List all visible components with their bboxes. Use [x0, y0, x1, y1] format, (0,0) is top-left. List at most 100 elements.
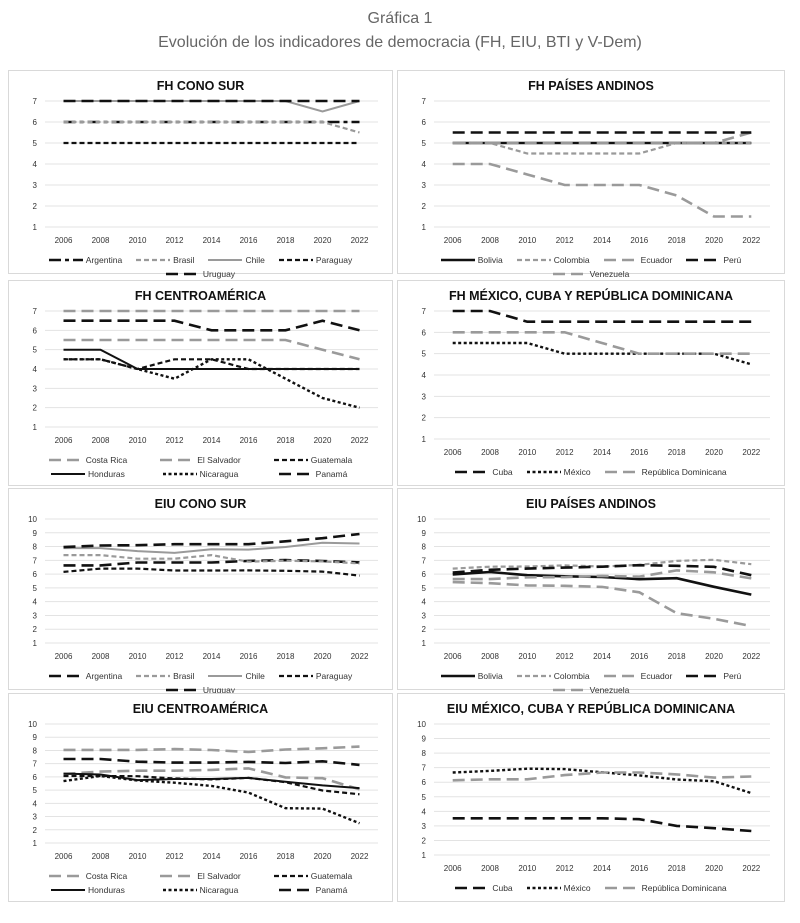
legend-swatch: [603, 258, 638, 262]
y-tick-label: 4: [33, 365, 38, 374]
legend-label: Chile: [245, 671, 265, 681]
legend-item: Colombia: [516, 255, 590, 265]
x-tick-label: 2016: [240, 236, 258, 245]
y-tick-label: 1: [33, 839, 38, 848]
legend-swatch: [160, 874, 195, 878]
x-tick-label: 2016: [240, 852, 258, 861]
legend-label: Venezuela: [589, 269, 630, 279]
legend-swatch: [604, 470, 639, 474]
chart-legend: Costa Rica El Salvador Guatemala Honduras Ni…: [19, 455, 382, 479]
chart-plot: 1 2 3 4 5 6 7 8 9 10 2006 2008 2010 2012 2014 2016 2018 2…: [28, 720, 378, 861]
legend-swatch: [162, 472, 197, 476]
x-tick-label: 2018: [668, 236, 686, 245]
x-tick-label: 2006: [55, 652, 73, 661]
y-tick-label: 3: [33, 611, 38, 620]
x-tick-label: 2008: [481, 652, 499, 661]
legend-swatch: [48, 874, 83, 878]
x-tick-label: 2018: [277, 236, 295, 245]
y-tick-label: 6: [33, 118, 38, 127]
x-tick-label: 2014: [203, 436, 221, 445]
legend-swatch: [273, 458, 308, 462]
y-tick-label: 2: [422, 414, 427, 423]
legend-item: Argentina: [48, 671, 122, 681]
legend-label: Venezuela: [589, 685, 630, 695]
x-tick-label: 2010: [518, 236, 536, 245]
x-tick-label: 2020: [314, 436, 332, 445]
x-tick-label: 2012: [166, 852, 184, 861]
legend-label: Colombia: [553, 671, 590, 681]
legend-swatch: [278, 674, 313, 678]
x-tick-label: 2008: [481, 864, 499, 873]
y-tick-label: 9: [33, 733, 38, 742]
legend-item: Cuba: [455, 467, 513, 477]
series-line-méxico: [452, 341, 752, 366]
x-tick-label: 2008: [92, 436, 110, 445]
y-tick-label: 5: [422, 584, 427, 593]
series-line-colombia: [452, 558, 752, 570]
x-tick-label: 2012: [556, 448, 574, 457]
y-tick-label: 5: [33, 786, 38, 795]
legend-label: Panamá: [315, 469, 348, 479]
y-tick-label: 4: [33, 160, 38, 169]
chart-panel: FH PAÍSES ANDINOS 1 2 3 4 5 6 7 2006 2008 2010 2012…: [397, 70, 785, 279]
series-line-el-salvador: [63, 767, 360, 791]
chart-legend: Bolivia Colombia Ecuador Perú Venezuela: [408, 255, 774, 279]
chart-title: EIU CONO SUR: [154, 497, 247, 511]
x-tick-label: 2020: [705, 236, 723, 245]
legend-item: Uruguay: [165, 685, 235, 695]
y-tick-label: 1: [422, 639, 427, 648]
chart-title: EIU CENTROAMÉRICA: [132, 702, 269, 716]
x-tick-label: 2020: [314, 236, 332, 245]
y-tick-label: 7: [422, 307, 427, 316]
y-tick-label: 2: [422, 625, 427, 634]
legend-label: Paraguay: [315, 671, 353, 681]
x-tick-label: 2008: [92, 236, 110, 245]
legend-label: México: [563, 883, 591, 893]
legend-item: Brasil: [136, 255, 194, 265]
y-tick-label: 7: [422, 556, 427, 565]
series-line-panamá: [63, 319, 360, 332]
y-tick-label: 4: [422, 160, 427, 169]
legend-label: República Dominicana: [641, 467, 727, 477]
x-tick-label: 2018: [277, 436, 295, 445]
chart-title: FH CONO SUR: [156, 79, 245, 93]
x-tick-label: 2010: [129, 236, 147, 245]
x-tick-label: 2022: [742, 652, 760, 661]
x-tick-label: 2016: [630, 448, 648, 457]
legend-label: Brasil: [173, 671, 195, 681]
chart-plot: 1 2 3 4 5 6 7 2006 2008 2010 2012 2014 2016 2018 2020 2…: [422, 307, 770, 457]
y-tick-label: 1: [33, 639, 38, 648]
legend-swatch: [273, 874, 308, 878]
legend-label: Bolivia: [477, 255, 503, 265]
x-tick-label: 2012: [556, 236, 574, 245]
legend-item: Ecuador: [603, 255, 672, 265]
legend-label: Panamá: [315, 885, 348, 895]
legend-item: Cuba: [455, 883, 513, 893]
x-tick-label: 2022: [351, 652, 369, 661]
x-tick-label: 2016: [630, 236, 648, 245]
legend-item: Costa Rica: [32, 871, 145, 881]
y-tick-label: 2: [33, 625, 38, 634]
chart-panel: EIU PAÍSES ANDINOS 1 2 3 4 5 6 7 8 9 10 2006 2008 201…: [397, 488, 785, 695]
y-tick-label: 3: [33, 181, 38, 190]
series-line-nicaragua: [63, 358, 360, 409]
legend-item: Ecuador: [603, 671, 672, 681]
y-tick-label: 9: [33, 529, 38, 538]
legend-label: Chile: [245, 255, 265, 265]
x-tick-label: 2010: [129, 852, 147, 861]
legend-item: Paraguay: [278, 255, 352, 265]
legend-label: El Salvador: [197, 871, 241, 881]
series-line-argentina: [63, 558, 360, 567]
chart-plot: 1 2 3 4 5 6 7 2006 2008 2010 2012 2014 2016 2018 2020 2…: [422, 97, 770, 245]
legend-item: Bolivia: [440, 671, 503, 681]
y-tick-label: 2: [422, 836, 427, 845]
legend-label: Perú: [723, 671, 742, 681]
x-tick-label: 2006: [55, 436, 73, 445]
series-line-república-dominicana: [452, 330, 752, 355]
x-tick-label: 2022: [351, 236, 369, 245]
y-tick-label: 4: [422, 371, 427, 380]
series-line-el-salvador: [63, 338, 360, 361]
legend-swatch: [686, 674, 721, 678]
x-tick-label: 2008: [92, 852, 110, 861]
legend-item: Venezuela: [552, 685, 630, 695]
